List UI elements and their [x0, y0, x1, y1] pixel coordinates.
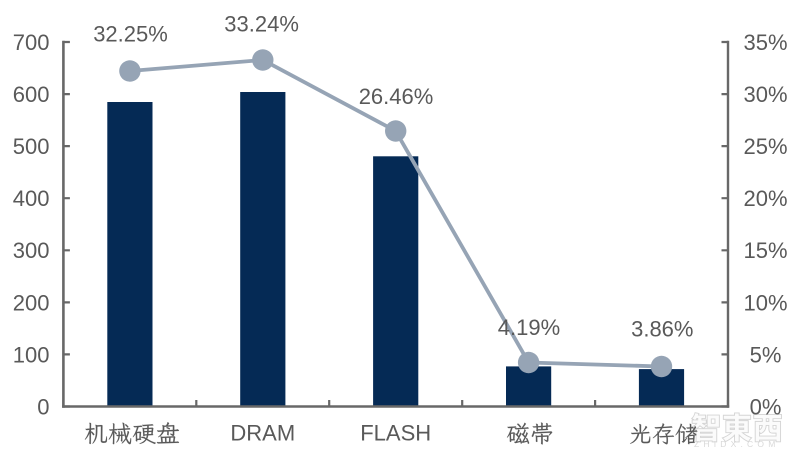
svg-text:33.24%: 33.24% — [224, 11, 299, 36]
svg-text:FLASH: FLASH — [360, 420, 431, 445]
svg-text:200: 200 — [13, 290, 50, 315]
svg-text:0%: 0% — [750, 394, 782, 419]
svg-text:26.46%: 26.46% — [359, 84, 434, 109]
svg-text:500: 500 — [13, 134, 50, 159]
svg-text:32.25%: 32.25% — [93, 22, 168, 47]
svg-text:400: 400 — [13, 186, 50, 211]
svg-text:20%: 20% — [743, 186, 787, 211]
svg-text:15%: 15% — [743, 238, 787, 263]
svg-text:300: 300 — [13, 238, 50, 263]
svg-text:5%: 5% — [750, 342, 782, 367]
svg-text:25%: 25% — [743, 134, 787, 159]
svg-text:DRAM: DRAM — [230, 420, 295, 445]
svg-text:3.86%: 3.86% — [631, 317, 693, 342]
svg-text:30%: 30% — [743, 82, 787, 107]
svg-text:0: 0 — [37, 394, 49, 419]
svg-text:ZHIDX.COM: ZHIDX.COM — [694, 439, 780, 449]
svg-text:700: 700 — [13, 30, 50, 55]
svg-text:600: 600 — [13, 82, 50, 107]
svg-text:35%: 35% — [743, 30, 787, 55]
svg-text:10%: 10% — [743, 290, 787, 315]
svg-text:100: 100 — [13, 342, 50, 367]
svg-text:4.19%: 4.19% — [498, 315, 560, 340]
